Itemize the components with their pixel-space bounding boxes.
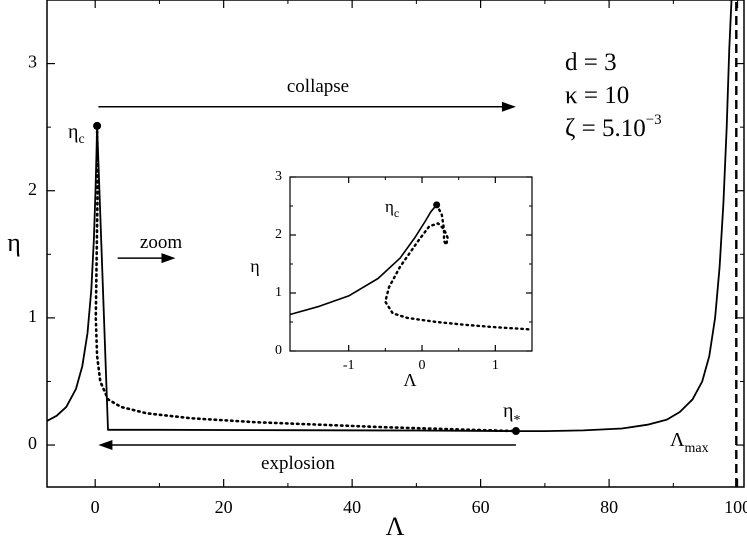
param-zeta-exponent: −3: [646, 112, 662, 128]
x-tick-label: 1: [492, 358, 499, 373]
y-tick-label: 1: [275, 285, 282, 300]
param-zeta: ζ = 5.10−3: [565, 112, 662, 142]
collapse-arrow: [98, 101, 516, 112]
lambda-max-sub: max: [685, 441, 709, 456]
inset-markers: [433, 201, 441, 209]
eta-c-sub: c: [78, 132, 84, 147]
eta-star-sub: *: [513, 413, 520, 428]
inset-eta-c-label: ηc: [385, 197, 399, 220]
eta-c-label: ηc: [68, 121, 85, 147]
series-solid: [289, 204, 438, 316]
y-tick-label: 2: [28, 179, 37, 199]
y-tick-label: 3: [28, 52, 37, 72]
inset-eta-c-marker: [433, 201, 441, 209]
zoom-arrow-head: [161, 253, 176, 264]
x-tick-label: 100: [724, 497, 747, 517]
main-x-axis-title: Λ: [386, 512, 405, 541]
y-tick-label: 0: [275, 343, 282, 358]
y-tick-label: 1: [28, 306, 37, 326]
eta-star-label: η*: [503, 400, 520, 428]
eta-star-marker: [511, 427, 520, 436]
main-y-axis-title: η: [7, 228, 21, 257]
param-kappa: κ = 10: [565, 82, 629, 109]
inset-x-axis-title: Λ: [403, 370, 416, 390]
x-tick-label: 20: [215, 497, 233, 517]
y-tick-label: 3: [275, 169, 282, 184]
inset-x-ticks: -1 0 1: [343, 177, 499, 373]
lambda-max-main: Λ: [670, 429, 685, 451]
series-dotted: [384, 203, 534, 331]
inset-y-axis-title: η: [250, 256, 259, 276]
lambda-max-label: Λmax: [670, 429, 709, 456]
param-zeta-main: ζ = 5.10: [565, 115, 646, 142]
eta-star-main: η: [503, 400, 513, 422]
param-d: d = 3: [565, 49, 617, 76]
collapse-label: collapse: [287, 76, 349, 97]
zoom-label: zoom: [140, 232, 182, 253]
series-dotted: [94, 124, 518, 433]
main-plot-frame: [46, 0, 745, 488]
x-tick-label: 40: [343, 497, 361, 517]
inset-plot-background: [240, 168, 532, 354]
inset-y-ticks: 0 1 2 3: [275, 169, 532, 358]
inset-eta-c-main: η: [385, 197, 394, 216]
y-tick-label: 2: [275, 227, 282, 242]
x-tick-label: 60: [472, 497, 490, 517]
main-markers: [93, 121, 520, 436]
zoom-arrow: [117, 253, 176, 264]
explosion-label: explosion: [261, 453, 335, 474]
x-tick-label: 0: [91, 497, 100, 517]
explosion-arrow-head: [98, 440, 113, 451]
explosion-arrow: [98, 440, 516, 451]
x-tick-label: 80: [600, 497, 618, 517]
y-tick-label: 0: [28, 433, 37, 453]
eta-c-marker: [93, 121, 102, 130]
inset-series: [289, 203, 534, 331]
inset-eta-c-sub: c: [394, 206, 399, 220]
main-x-ticks: 0 20 40 60 80 100: [91, 0, 747, 517]
main-arrows: [98, 101, 516, 451]
collapse-arrow-head: [501, 101, 516, 112]
x-tick-label: -1: [343, 358, 355, 373]
eta-c-main: η: [68, 121, 78, 143]
x-tick-label: 0: [419, 358, 426, 373]
